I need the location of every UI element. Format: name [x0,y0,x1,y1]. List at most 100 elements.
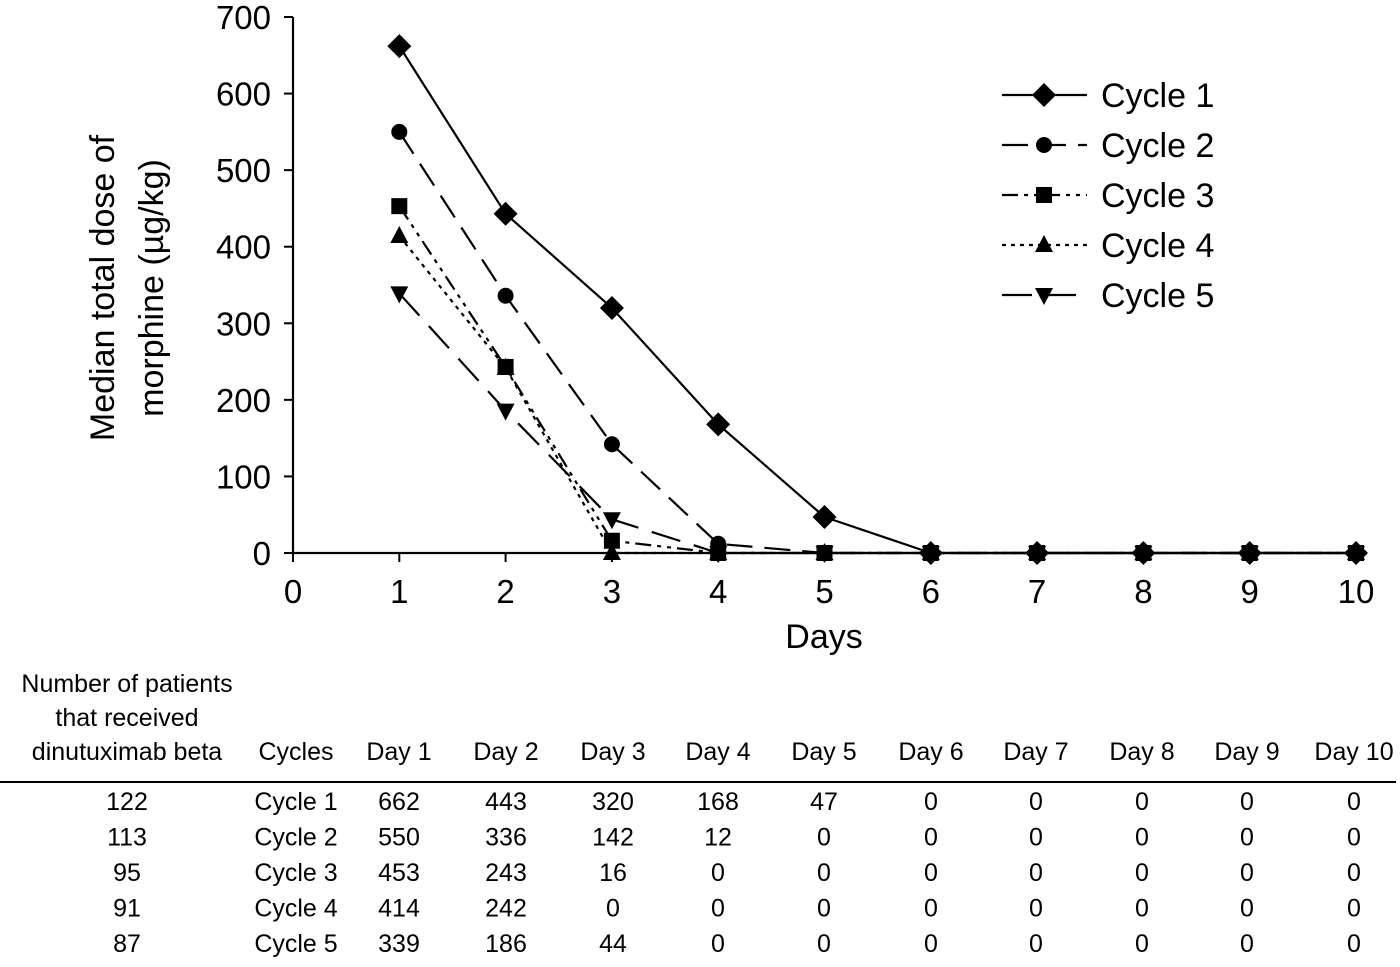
table-cell-value: 320 [592,788,634,816]
table-cell-value: 0 [924,788,938,816]
data-point-cycle-1-day-5 [812,505,837,530]
y-tick-label: 0 [253,535,271,572]
table-cell-value: 0 [1240,895,1254,923]
data-point-cycle-2-day-1 [391,123,408,140]
table-cell-value: 336 [485,824,527,852]
table-cell-patients: 87 [113,930,141,958]
data-point-cycle-1-day-6 [918,541,943,565]
legend-marker-cycle-4 [1035,235,1053,252]
data-point-cycle-1-day-8 [1131,541,1156,565]
table-cell-value: 0 [1135,895,1149,923]
x-tick-label: 8 [1134,573,1152,610]
legend-label-cycle-2: Cycle 2 [1101,127,1214,165]
table-cell-value: 0 [1240,824,1254,852]
table-cell-value: 47 [810,788,838,816]
x-tick-label: 10 [1338,573,1375,610]
y-tick-label: 500 [216,152,271,189]
table-cell-cycle: Cycle 4 [254,895,337,923]
table-cell-cycle: Cycle 5 [254,930,337,958]
data-point-cycle-1-day-1 [387,34,412,59]
table-cell-value: 0 [1347,788,1361,816]
data-point-cycle-1-day-3 [599,295,624,320]
table-header-patients: dinutuximab beta [32,738,223,766]
legend-label-cycle-4: Cycle 4 [1101,227,1214,265]
table-header-day: Day 5 [791,738,856,766]
x-tick-label: 1 [390,573,408,610]
y-tick-label: 300 [216,305,271,342]
data-point-cycle-1-day-9 [1237,541,1262,565]
table-cell-value: 12 [704,824,732,852]
data-point-cycle-3-day-3 [603,532,620,549]
table-cell-value: 0 [924,824,938,852]
y-tick-label: 100 [216,458,271,495]
table-cell-value: 0 [1135,824,1149,852]
x-tick-label: 4 [709,573,727,610]
table-cell-value: 0 [1135,859,1149,887]
data-point-cycle-2-day-3 [603,436,620,453]
table-cell-value: 186 [485,930,527,958]
x-tick-label: 5 [815,573,833,610]
x-tick-label: 0 [284,573,302,610]
data-point-cycle-2-day-2 [497,287,514,304]
table-cell-value: 0 [1347,824,1361,852]
table-cell-value: 0 [1347,895,1361,923]
table-cell-value: 0 [817,930,831,958]
table-cell-value: 0 [1029,824,1043,852]
legend-label-cycle-3: Cycle 3 [1101,177,1214,215]
y-tick-label: 700 [216,0,271,36]
table-cell-value: 0 [1135,788,1149,816]
legend-marker-cycle-2 [1036,137,1052,153]
data-point-cycle-3-day-1 [391,198,408,215]
data-point-cycle-2-day-4 [710,535,727,552]
table-header-day: Day 9 [1214,738,1279,766]
table-cell-value: 16 [599,859,627,887]
table-cell-value: 0 [606,895,620,923]
table-cell-patients: 113 [107,824,147,852]
data-point-cycle-1-day-7 [1025,541,1050,565]
legend-label-cycle-1: Cycle 1 [1101,77,1214,115]
x-tick-label: 2 [496,573,514,610]
legend-marker-cycle-3 [1036,187,1052,203]
x-tick-label: 3 [603,573,621,610]
table-cell-value: 0 [1240,930,1254,958]
data-point-cycle-1-day-2 [493,201,518,226]
table-cell-value: 0 [1029,930,1043,958]
data-point-cycle-4-day-1 [390,226,409,244]
table-cell-value: 0 [817,859,831,887]
y-axis-title-line-1: Median total dose of [84,134,122,441]
data-point-cycle-1-day-4 [706,412,731,437]
x-tick-label: 6 [922,573,940,610]
y-tick-label: 400 [216,229,271,266]
table-cell-cycle: Cycle 2 [254,824,337,852]
data-point-cycle-5-day-2 [496,403,515,421]
data-point-cycle-5-day-1 [390,286,409,304]
table-header-patients: that received [55,704,198,732]
table-header-day: Day 7 [1003,738,1068,766]
data-point-cycle-1-day-10 [1344,541,1368,565]
table-cell-value: 0 [1029,895,1043,923]
data-point-cycle-5-day-3 [602,512,621,530]
table-cell-value: 243 [485,859,527,887]
y-tick-label: 200 [216,382,271,419]
table-cell-value: 0 [1029,859,1043,887]
series-line-cycle-1 [398,45,1356,555]
table-cell-value: 142 [592,824,634,852]
table-header-day: Day 10 [1314,738,1393,766]
table-cell-value: 453 [378,859,420,887]
legend-marker-cycle-5 [1035,288,1053,305]
table-header-day: Day 3 [580,738,645,766]
table-cell-value: 0 [1240,859,1254,887]
table-cell-value: 550 [378,824,420,852]
table-cell-value: 662 [378,788,420,816]
table-header-day: Day 8 [1109,738,1174,766]
table-cell-value: 0 [817,895,831,923]
table-cell-cycle: Cycle 1 [254,788,337,816]
table-cell-value: 0 [924,930,938,958]
table-cell-value: 0 [924,895,938,923]
table-cell-value: 168 [697,788,739,816]
table-cell-patients: 95 [113,859,141,887]
legend-label-cycle-5: Cycle 5 [1101,277,1214,315]
table-header-cycles: Cycles [258,738,333,766]
